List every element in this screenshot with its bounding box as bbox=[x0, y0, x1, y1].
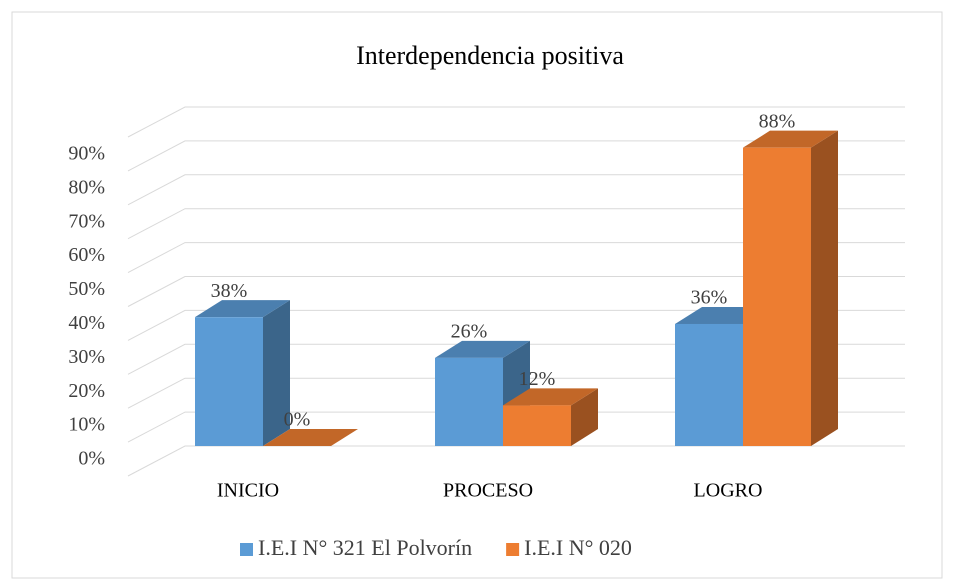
y-tick-label: 40% bbox=[68, 312, 105, 334]
grid-line bbox=[127, 242, 905, 274]
legend-label: I.E.I N° 020 bbox=[524, 535, 632, 560]
y-tick-label: 80% bbox=[68, 176, 105, 198]
x-tick-label: PROCESO bbox=[443, 480, 533, 502]
bar bbox=[743, 147, 811, 446]
data-label: 36% bbox=[691, 287, 728, 309]
bar-side bbox=[571, 388, 598, 446]
bar-top bbox=[263, 429, 358, 446]
bar bbox=[195, 317, 263, 446]
y-tick-label: 20% bbox=[68, 380, 105, 402]
x-tick-label: INICIO bbox=[217, 480, 279, 502]
bar bbox=[675, 323, 743, 446]
grid-line bbox=[127, 140, 905, 172]
bar-top bbox=[503, 388, 598, 406]
grid-line bbox=[127, 208, 905, 240]
y-tick-label: 0% bbox=[78, 448, 105, 470]
bar-top bbox=[435, 340, 530, 358]
data-label: 88% bbox=[759, 110, 796, 132]
x-tick-label: LOGRO bbox=[694, 480, 763, 502]
y-tick-label: 50% bbox=[68, 278, 105, 300]
grid-line bbox=[127, 377, 905, 409]
bar-top bbox=[195, 300, 290, 318]
bar bbox=[435, 357, 503, 446]
data-label: 12% bbox=[519, 368, 556, 390]
bar-side bbox=[811, 130, 838, 446]
grid-line bbox=[127, 445, 905, 477]
legend-swatch bbox=[506, 543, 520, 556]
grid-line bbox=[127, 106, 905, 138]
chart-title: Interdependencia positiva bbox=[356, 41, 624, 70]
y-tick-label: 60% bbox=[68, 244, 105, 266]
y-tick-label: 70% bbox=[68, 210, 105, 232]
grid-line bbox=[127, 411, 905, 443]
legend-label: I.E.I N° 321 El Polvorín bbox=[258, 535, 472, 560]
legend-swatch bbox=[240, 543, 253, 556]
grid-line bbox=[127, 174, 905, 206]
y-tick-label: 30% bbox=[68, 346, 105, 368]
bar-top bbox=[743, 130, 838, 148]
bar-side bbox=[263, 300, 290, 446]
grid-line bbox=[127, 309, 905, 341]
bar bbox=[503, 405, 571, 446]
data-label: 26% bbox=[451, 320, 488, 342]
y-tick-label: 90% bbox=[68, 142, 105, 164]
y-tick-label: 10% bbox=[68, 414, 105, 436]
grid-line bbox=[127, 276, 905, 307]
data-label: 38% bbox=[211, 280, 248, 302]
data-label: 0% bbox=[284, 409, 311, 431]
grid-line bbox=[127, 343, 905, 375]
